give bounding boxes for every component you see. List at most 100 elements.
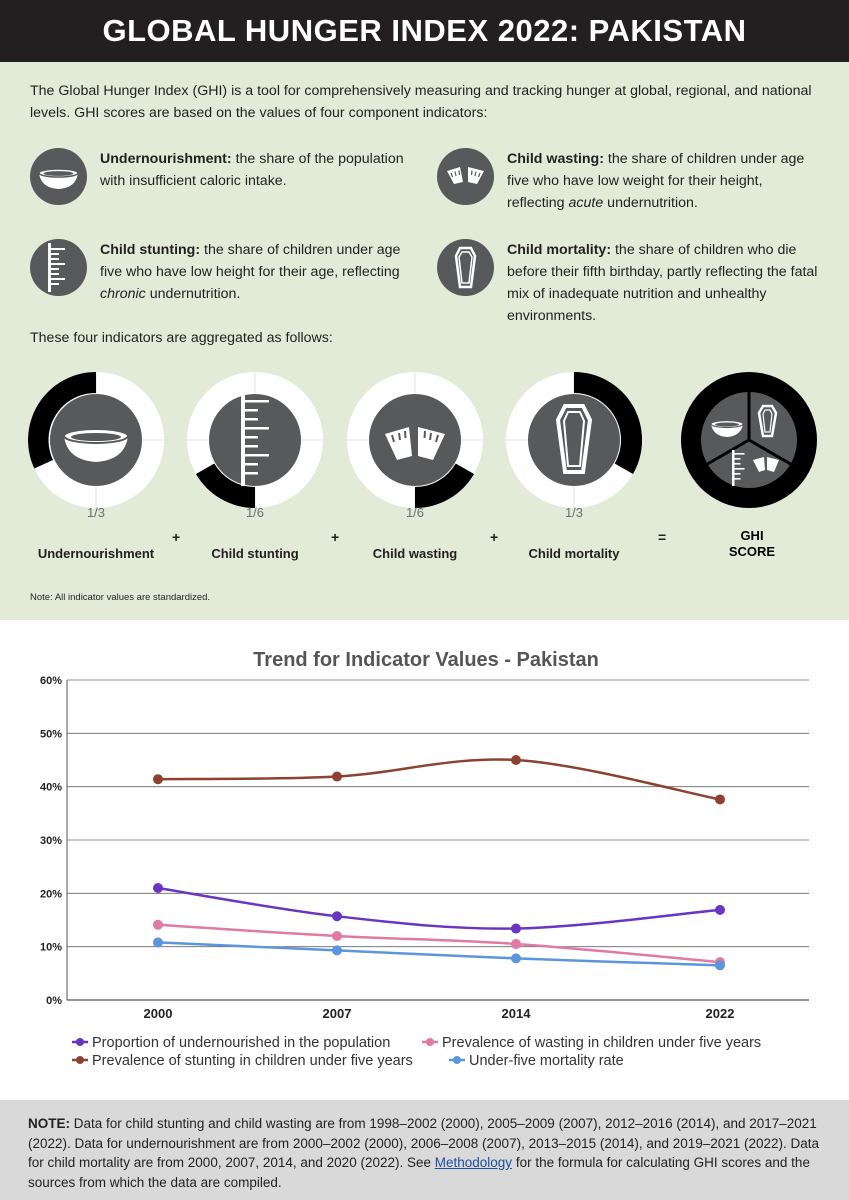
data-point-stunting <box>511 755 521 765</box>
indicator-description: the share of children under age five who… <box>507 151 805 211</box>
series-line-stunting <box>157 758 721 801</box>
y-tick-label: 20% <box>40 888 62 900</box>
chart-series-points <box>153 755 725 971</box>
series-line-wasting <box>157 923 721 964</box>
x-tick-label: 2000 <box>144 1006 173 1021</box>
y-tick-label: 40% <box>40 782 62 794</box>
data-point-wasting <box>511 939 521 949</box>
weight-fraction-child-wasting: 1/6 <box>405 505 425 520</box>
y-tick-label: 10% <box>40 942 62 954</box>
plus-operator: + <box>331 529 340 545</box>
ghi-score-donut <box>681 372 817 508</box>
series-line-mortality <box>157 941 721 967</box>
y-tick-label: 50% <box>40 728 62 740</box>
data-point-undernourishment <box>332 911 342 922</box>
x-tick-label: 2022 <box>706 1006 735 1021</box>
legend-label-stunting: Prevalence of stunting in children under… <box>92 1053 413 1069</box>
ghi-score-line1: GHI <box>740 528 764 543</box>
legend-marker-wasting <box>426 1038 434 1046</box>
indicator-info-panel: The Global Hunger Index (GHI) is a tool … <box>0 62 849 620</box>
note-text-end: for the formula for calculating GHI scor… <box>28 1155 810 1190</box>
indicator-description-end: undernutrition. <box>145 286 241 302</box>
weight-fraction-undernourishment: 1/3 <box>86 505 106 520</box>
note-label: NOTE: <box>28 1116 70 1131</box>
chart-legend: Proportion of undernourished in the popu… <box>72 1035 761 1069</box>
ghi-score-line2: SCORE <box>728 544 776 559</box>
weight-donut-undernourishment <box>28 372 164 508</box>
bowl-icon <box>30 148 87 205</box>
weight-donut-child-stunting <box>187 372 323 508</box>
indicator-term: Child mortality: <box>507 242 612 258</box>
coffin-icon <box>757 404 778 438</box>
indicator-description: the share of the population with insuffi… <box>100 151 404 189</box>
legend-marker-mortality <box>453 1056 461 1064</box>
bowl-icon <box>710 419 744 437</box>
data-point-mortality <box>715 960 725 971</box>
data-point-stunting <box>332 771 342 782</box>
legend-label-mortality: Under-five mortality rate <box>469 1053 624 1069</box>
plus-operator: + <box>172 529 181 545</box>
x-tick-label: 2007 <box>323 1006 352 1021</box>
chart-title: Trend for Indicator Values - Pakistan <box>253 649 599 671</box>
legend-label-undernourishment: Proportion of undernourished in the popu… <box>92 1035 390 1051</box>
series-line-undernourishment <box>157 886 721 930</box>
weight-label-child-wasting: Child wasting <box>372 546 458 561</box>
indicator-description: the share of children under age five who… <box>100 242 401 280</box>
methodology-link[interactable]: Methodology <box>434 1155 513 1170</box>
data-point-mortality <box>153 937 163 948</box>
note-text: Data for child stunting and child wastin… <box>28 1116 820 1170</box>
x-axis-ticks: 2000 2007 2014 2022 <box>144 1006 735 1021</box>
aggregation-lead: These four indicators are aggregated as … <box>30 330 333 346</box>
data-point-stunting <box>715 794 725 805</box>
data-point-stunting <box>153 774 163 785</box>
coffin-icon <box>437 239 494 296</box>
x-tick-label: 2014 <box>502 1006 532 1021</box>
bowl-icon <box>63 428 129 462</box>
equals-operator: = <box>658 529 667 545</box>
scale-icon <box>437 148 494 205</box>
coffin-icon <box>555 404 593 474</box>
legend-label-wasting: Prevalence of wasting in children under … <box>442 1035 761 1051</box>
indicator-term: Child stunting: <box>100 242 201 258</box>
scale-icon <box>385 427 445 460</box>
weight-donut-child-wasting <box>347 372 483 508</box>
trend-line-chart: Trend for Indicator Values - Pakistan 0%… <box>40 649 809 1069</box>
indicator-description: the share of children who die before the… <box>507 242 818 324</box>
data-point-mortality <box>332 945 342 956</box>
indicator-term: Undernourishment: <box>100 151 232 167</box>
indicator-emphasis: chronic <box>100 286 146 302</box>
data-point-wasting <box>153 919 163 930</box>
intro-text: The Global Hunger Index (GHI) is a tool … <box>30 83 812 121</box>
y-tick-label: 30% <box>40 835 62 847</box>
chart-series-lines <box>157 758 721 967</box>
height-ruler-icon <box>241 394 269 486</box>
ghi-score-label: GHI SCORE <box>707 528 797 560</box>
weight-fraction-child-mortality: 1/3 <box>564 505 584 520</box>
chart-grid <box>66 679 809 1001</box>
y-axis-ticks: 0% 10% 20% 30% 40% 50% 60% <box>40 675 62 1007</box>
plus-operator: + <box>490 529 499 545</box>
indicator-term: Child wasting: <box>507 151 604 167</box>
data-point-undernourishment <box>715 904 725 915</box>
header-bar: GLOBAL HUNGER INDEX 2022: PAKISTAN <box>0 0 849 62</box>
weight-donut-child-mortality <box>506 372 642 508</box>
standardization-note: Note: All indicator values are standardi… <box>30 592 211 603</box>
legend-marker-stunting <box>76 1056 84 1064</box>
data-note-footer: NOTE: Data for child stunting and child … <box>0 1100 849 1200</box>
height-ruler-icon <box>732 450 745 486</box>
data-point-undernourishment <box>511 923 521 934</box>
weight-fraction-child-stunting: 1/6 <box>245 505 265 520</box>
data-point-undernourishment <box>153 883 163 893</box>
legend-marker-undernourishment <box>76 1038 84 1046</box>
y-tick-label: 0% <box>46 995 62 1007</box>
data-point-wasting <box>332 931 342 941</box>
y-tick-label: 60% <box>40 675 62 687</box>
height-ruler-icon <box>30 239 87 296</box>
indicator-emphasis: acute <box>568 195 604 211</box>
weight-label-child-stunting: Child stunting <box>211 546 299 561</box>
weight-label-undernourishment: Undernourishment <box>37 546 155 561</box>
indicator-description-end: undernutrition. <box>603 195 698 211</box>
weight-label-child-mortality: Child mortality <box>528 546 620 561</box>
page-title: GLOBAL HUNGER INDEX 2022: PAKISTAN <box>102 13 747 48</box>
